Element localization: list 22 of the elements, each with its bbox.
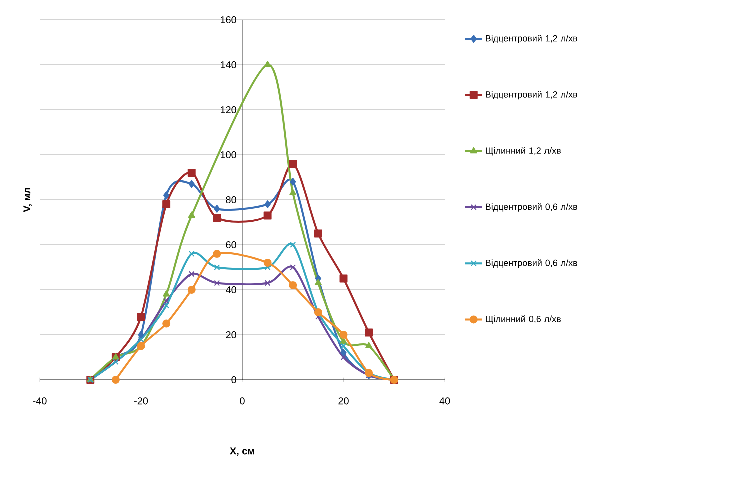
y-tick-label: 20 — [226, 331, 236, 339]
legend-label: Відцентровий 0,6 л/хв — [486, 260, 578, 268]
legend-label: Відцентровий 0,6 л/хв — [486, 203, 578, 212]
x-tick-label: 0 — [240, 398, 245, 405]
y-tick-label: 80 — [226, 196, 236, 204]
y-tick-label: 160 — [221, 16, 236, 24]
legend-label: Щілинний 0,6 л/хв — [486, 316, 561, 324]
y-tick-label: 60 — [226, 241, 236, 249]
y-tick-label: 140 — [221, 61, 236, 69]
y-tick-label: 40 — [226, 286, 236, 294]
y-tick-label: 120 — [221, 106, 236, 114]
x-tick-label: 40 — [440, 398, 450, 405]
y-axis-title: V, мл — [24, 188, 32, 212]
legend-label: Щілинний 1,2 л/хв — [486, 147, 561, 156]
y-tick-label: 0 — [232, 376, 236, 384]
x-tick-label: -20 — [134, 398, 148, 405]
x-tick-label: -40 — [33, 398, 47, 405]
legend-label: Відцентровий 1,2 л/хв — [486, 91, 578, 100]
x-axis-title: X, см — [230, 448, 254, 456]
y-tick-label: 100 — [221, 151, 236, 159]
legend-label: Відцентровий 1,2 л/хв — [486, 34, 578, 44]
x-tick-label: 20 — [338, 398, 349, 405]
